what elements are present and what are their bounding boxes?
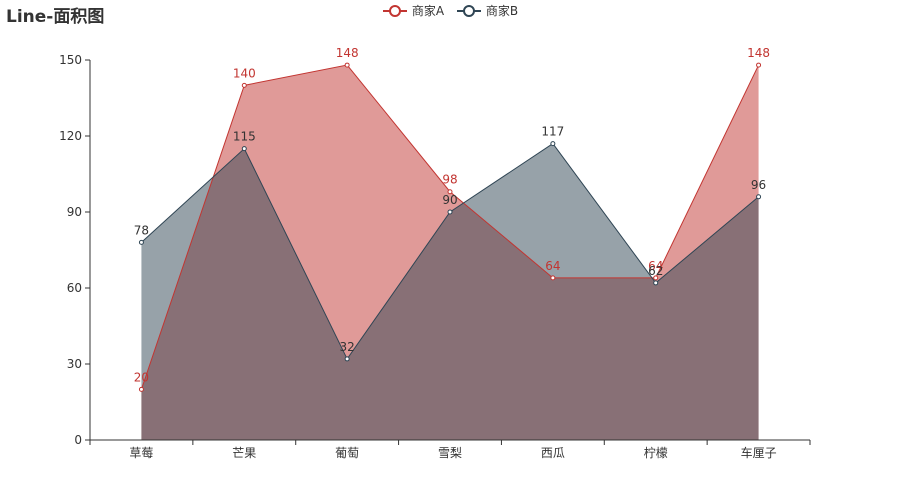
data-point-series-1 — [138, 239, 144, 245]
data-label-series-1: 117 — [541, 125, 564, 139]
area-series-1 — [141, 143, 759, 440]
data-point-series-0 — [550, 275, 556, 281]
data-label-series-0: 98 — [442, 173, 457, 187]
data-label-series-0: 20 — [134, 370, 149, 384]
data-point-series-0 — [756, 62, 762, 68]
data-label-series-1: 90 — [442, 193, 457, 207]
data-label-series-1: 115 — [233, 130, 256, 144]
data-point-series-1 — [653, 280, 659, 286]
y-tick-label: 60 — [67, 281, 82, 295]
x-tick-label: 葡萄 — [335, 446, 359, 460]
legend: 商家A 商家B — [0, 2, 900, 21]
data-point-series-1 — [756, 194, 762, 200]
data-point-series-1 — [550, 141, 556, 147]
data-label-series-0: 64 — [648, 259, 663, 273]
y-tick-label: 120 — [59, 129, 82, 143]
data-point-series-0 — [241, 82, 247, 88]
legend-label-series-b: 商家B — [485, 4, 519, 18]
chart-title: Line-面积图 — [6, 7, 105, 27]
x-tick-label: 车厘子 — [741, 445, 777, 460]
data-label-series-1: 32 — [340, 340, 355, 354]
data-point-series-0 — [447, 189, 453, 195]
data-label-series-0: 148 — [747, 46, 770, 60]
data-label-series-0: 148 — [336, 46, 359, 60]
data-point-series-0 — [344, 62, 350, 68]
data-label-series-1: 62 — [648, 264, 663, 278]
y-tick-label: 90 — [67, 205, 82, 219]
x-tick-label: 柠檬 — [644, 445, 668, 460]
x-tick-label: 西瓜 — [541, 446, 565, 460]
data-point-series-1 — [344, 356, 350, 362]
legend-marker-series-b — [456, 4, 481, 17]
data-point-series-1 — [447, 209, 453, 215]
x-tick-label: 芒果 — [232, 445, 256, 460]
data-label-series-0: 64 — [545, 259, 560, 273]
legend-item-series-b[interactable]: 商家B — [456, 2, 518, 19]
data-label-series-0: 140 — [233, 66, 256, 80]
x-tick-label: 草莓 — [129, 446, 153, 460]
legend-marker-series-a — [382, 4, 407, 17]
data-point-series-1 — [241, 146, 247, 152]
x-tick-label: 雪梨 — [438, 446, 462, 460]
data-point-series-0 — [138, 386, 144, 392]
y-tick-label: 0 — [74, 433, 82, 447]
data-label-series-1: 96 — [751, 178, 766, 192]
legend-item-series-a[interactable]: 商家A — [382, 2, 444, 19]
legend-label-series-a: 商家A — [411, 4, 445, 18]
y-tick-label: 30 — [67, 357, 82, 371]
y-tick-label: 150 — [59, 53, 82, 67]
data-point-series-0 — [653, 275, 659, 281]
data-label-series-1: 78 — [134, 223, 149, 237]
